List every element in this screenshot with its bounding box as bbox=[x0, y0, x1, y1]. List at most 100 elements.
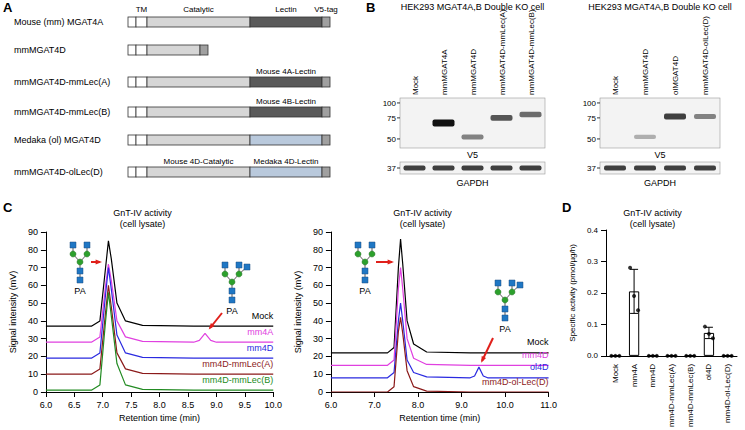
svg-text:50: 50 bbox=[387, 135, 396, 144]
svg-text:70: 70 bbox=[28, 263, 38, 273]
svg-text:8.0: 8.0 bbox=[412, 400, 425, 410]
svg-text:Mock: Mock bbox=[527, 337, 549, 347]
svg-text:mm4D-mmLec(B): mm4D-mmLec(B) bbox=[202, 375, 273, 385]
svg-text:mm4D-mmLec(B): mm4D-mmLec(B) bbox=[686, 364, 695, 427]
svg-text:Mock: Mock bbox=[611, 363, 620, 383]
svg-text:0: 0 bbox=[318, 387, 323, 397]
svg-text:7.0: 7.0 bbox=[368, 400, 381, 410]
svg-text:mmMGAT4D: mmMGAT4D bbox=[641, 49, 650, 95]
svg-text:ol4D: ol4D bbox=[530, 362, 549, 372]
svg-text:mmMGAT4D-olLec(D): mmMGAT4D-olLec(D) bbox=[14, 167, 103, 177]
svg-text:11.0: 11.0 bbox=[540, 400, 557, 410]
svg-text:V5-tag: V5-tag bbox=[314, 5, 338, 14]
svg-text:Mouse 4B-Lectin: Mouse 4B-Lectin bbox=[256, 97, 316, 106]
svg-text:GAPDH: GAPDH bbox=[644, 178, 676, 188]
svg-text:mmMGAT4D-mmLec(A): mmMGAT4D-mmLec(A) bbox=[498, 9, 507, 95]
svg-text:GAPDH: GAPDH bbox=[456, 178, 488, 188]
svg-text:0.2: 0.2 bbox=[587, 288, 599, 297]
svg-text:0: 0 bbox=[33, 387, 38, 397]
svg-text:6.0: 6.0 bbox=[40, 400, 53, 410]
svg-text:0.0: 0.0 bbox=[587, 351, 599, 360]
svg-text:V5: V5 bbox=[467, 150, 478, 160]
svg-text:mm4A: mm4A bbox=[247, 327, 273, 337]
svg-text:B: B bbox=[366, 0, 375, 15]
svg-text:mmMGAT4D: mmMGAT4D bbox=[14, 45, 66, 55]
svg-text:GnT-IV activity: GnT-IV activity bbox=[393, 208, 452, 218]
svg-text:ol4D: ol4D bbox=[704, 364, 713, 381]
svg-text:Mock: Mock bbox=[611, 75, 620, 95]
svg-text:7.0: 7.0 bbox=[96, 400, 109, 410]
svg-text:9.0: 9.0 bbox=[455, 400, 468, 410]
svg-text:HEK293 MGAT4A,B Double KO cell: HEK293 MGAT4A,B Double KO cell bbox=[588, 2, 731, 12]
svg-text:mm4D: mm4D bbox=[648, 364, 657, 388]
svg-text:(cell lysate): (cell lysate) bbox=[120, 219, 166, 229]
svg-text:Specific activity (pmol/µg/h): Specific activity (pmol/µg/h) bbox=[568, 244, 577, 342]
svg-text:30: 30 bbox=[28, 334, 38, 344]
svg-text:40: 40 bbox=[313, 316, 323, 326]
svg-text:mmMGAT4D: mmMGAT4D bbox=[469, 49, 478, 95]
svg-text:0.1: 0.1 bbox=[587, 320, 599, 329]
svg-text:37: 37 bbox=[387, 164, 396, 173]
svg-text:(cell lysate): (cell lysate) bbox=[400, 219, 446, 229]
svg-text:Mock: Mock bbox=[252, 311, 274, 321]
svg-text:HEK293 MGAT4A,B Double KO cell: HEK293 MGAT4A,B Double KO cell bbox=[401, 2, 544, 12]
svg-text:9.5: 9.5 bbox=[239, 400, 252, 410]
svg-text:Signal intensity (mV): Signal intensity (mV) bbox=[293, 271, 303, 354]
svg-text:Retention time (min): Retention time (min) bbox=[119, 413, 200, 423]
svg-text:20: 20 bbox=[313, 351, 323, 361]
svg-text:10: 10 bbox=[313, 369, 323, 379]
svg-text:70: 70 bbox=[313, 263, 323, 273]
svg-text:100: 100 bbox=[383, 99, 397, 108]
svg-text:Medaka (ol) MGAT4D: Medaka (ol) MGAT4D bbox=[14, 135, 101, 145]
svg-text:Lectin: Lectin bbox=[275, 5, 296, 14]
svg-text:mmMGAT4D-mmLec(A): mmMGAT4D-mmLec(A) bbox=[14, 77, 110, 87]
svg-text:0.3: 0.3 bbox=[587, 257, 599, 266]
svg-text:TM: TM bbox=[136, 5, 148, 14]
svg-text:37: 37 bbox=[587, 164, 596, 173]
svg-text:mmMGAT4D-mmLec(B): mmMGAT4D-mmLec(B) bbox=[14, 107, 110, 117]
svg-text:Medaka 4D-Lectin: Medaka 4D-Lectin bbox=[254, 157, 319, 166]
svg-text:60: 60 bbox=[28, 280, 38, 290]
svg-text:mm4D: mm4D bbox=[247, 343, 274, 353]
svg-text:mm4A: mm4A bbox=[630, 363, 639, 387]
svg-text:90: 90 bbox=[28, 227, 38, 237]
svg-text:80: 80 bbox=[313, 245, 323, 255]
svg-text:PA: PA bbox=[359, 286, 370, 296]
svg-text:D: D bbox=[562, 200, 571, 215]
svg-text:mm4D: mm4D bbox=[522, 350, 549, 360]
svg-text:GnT-IV activity: GnT-IV activity bbox=[113, 208, 172, 218]
svg-text:50: 50 bbox=[28, 298, 38, 308]
svg-text:7.5: 7.5 bbox=[125, 400, 138, 410]
svg-text:mm4D-mmLec(A): mm4D-mmLec(A) bbox=[202, 359, 273, 369]
svg-text:10.0: 10.0 bbox=[264, 400, 282, 410]
svg-text:50: 50 bbox=[313, 298, 323, 308]
svg-text:PA: PA bbox=[226, 306, 237, 316]
svg-text:mm4D-mmLec(A): mm4D-mmLec(A) bbox=[667, 364, 676, 427]
svg-text:90: 90 bbox=[313, 227, 323, 237]
svg-text:6.5: 6.5 bbox=[68, 400, 81, 410]
svg-text:80: 80 bbox=[28, 245, 38, 255]
svg-text:V5: V5 bbox=[654, 150, 665, 160]
svg-text:75: 75 bbox=[387, 114, 396, 123]
svg-text:8.0: 8.0 bbox=[153, 400, 166, 410]
svg-text:50: 50 bbox=[587, 135, 596, 144]
svg-text:10.0: 10.0 bbox=[496, 400, 514, 410]
svg-text:20: 20 bbox=[28, 351, 38, 361]
svg-text:Retention time (min): Retention time (min) bbox=[399, 413, 480, 423]
svg-text:Signal intensity (mV): Signal intensity (mV) bbox=[8, 271, 18, 354]
svg-text:(cell lysate): (cell lysate) bbox=[630, 219, 676, 229]
svg-text:8.5: 8.5 bbox=[182, 400, 195, 410]
svg-text:0.4: 0.4 bbox=[587, 226, 599, 235]
svg-text:60: 60 bbox=[313, 280, 323, 290]
svg-text:30: 30 bbox=[313, 334, 323, 344]
svg-text:A: A bbox=[3, 0, 13, 15]
svg-text:mm4D-ol-Lec(D): mm4D-ol-Lec(D) bbox=[482, 377, 549, 387]
svg-text:40: 40 bbox=[28, 316, 38, 326]
svg-text:olMGAT4D: olMGAT4D bbox=[671, 56, 680, 95]
svg-text:mm4D-ol-Lec(D): mm4D-ol-Lec(D) bbox=[723, 364, 732, 423]
svg-text:Mock: Mock bbox=[411, 75, 420, 95]
svg-text:Mouse 4A-Lectin: Mouse 4A-Lectin bbox=[256, 67, 316, 76]
svg-text:100: 100 bbox=[583, 99, 597, 108]
svg-text:mmMGAT4D-mmLec(B): mmMGAT4D-mmLec(B) bbox=[527, 9, 536, 95]
svg-text:Mouse 4D-Catalytic: Mouse 4D-Catalytic bbox=[164, 157, 234, 166]
